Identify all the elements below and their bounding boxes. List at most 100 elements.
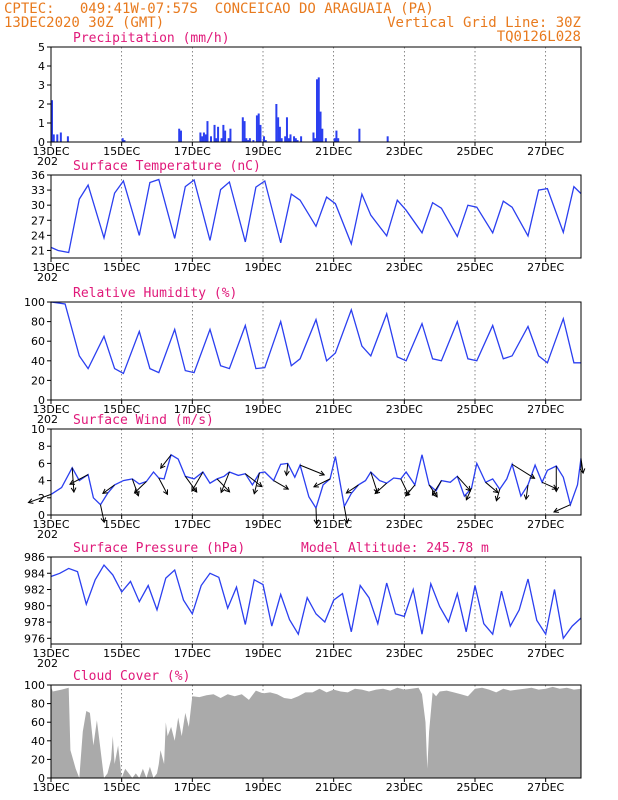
precip-bar [248, 138, 251, 142]
x-tick-label: 21DEC [315, 647, 352, 660]
y-tick-label: 0 [38, 136, 45, 149]
header-model-id: TQ0126L028 [497, 29, 581, 45]
precip-bar [300, 136, 303, 142]
precip-bar [241, 117, 244, 142]
wind-vector [69, 474, 89, 485]
precip-bar [202, 132, 205, 142]
y-tick-label: 27 [31, 214, 45, 227]
y-tick-label: 80 [31, 316, 45, 329]
wind-vector-head [284, 470, 290, 477]
precip-bar [201, 136, 204, 142]
wind-vector [131, 478, 139, 496]
precip-bar [284, 136, 287, 142]
y-tick-label: 986 [24, 551, 45, 564]
y-tick-label: 24 [31, 229, 45, 242]
y-tick-label: 0 [38, 772, 45, 785]
precip-bar [252, 140, 255, 142]
x-tick-label: 27DEC [527, 403, 564, 416]
x-tick-label: 15DEC [103, 647, 140, 660]
wind-vector [400, 478, 410, 496]
precip-bar [213, 124, 216, 142]
header-grid-note: Vertical Grid Line: 30Z [387, 15, 581, 31]
precip-bar [215, 138, 218, 142]
x-tick-label: 27DEC [527, 261, 564, 274]
wind-vector [253, 472, 260, 494]
y-tick-label: 10 [31, 423, 45, 436]
precip-bar [179, 130, 182, 142]
x-tick-label: 27DEC [527, 647, 564, 660]
wind-vector-head [283, 484, 290, 490]
wind-vector [273, 480, 289, 490]
x-tick-label: 25DEC [456, 145, 493, 158]
precip-bar [199, 132, 202, 142]
wind-vector [313, 478, 331, 488]
y-tick-label: 5 [38, 41, 45, 54]
wind-vector [299, 464, 325, 476]
y-tick-label: 982 [24, 584, 45, 597]
panel-frame [50, 174, 582, 259]
wind-vector-head [160, 463, 166, 470]
wind-vector [525, 484, 529, 500]
wind-vector [160, 454, 172, 469]
wind-vector [245, 473, 263, 488]
wind-vector [432, 480, 442, 496]
precip-bar [229, 128, 232, 142]
y-tick-label: 20 [31, 753, 45, 766]
panel-frame [50, 301, 582, 401]
wind-arrows [27, 454, 586, 526]
panel-title: Surface Wind (m/s) [73, 413, 214, 428]
x-tick-label: 19DEC [244, 518, 281, 531]
wind-vector-head [492, 487, 499, 494]
x-tick-label: 21DEC [315, 403, 352, 416]
wind-vector-head [100, 517, 107, 524]
x-tick-label: 15DEC [103, 518, 140, 531]
wind-vector-head [404, 491, 411, 497]
wind-vector [285, 463, 289, 476]
panels: 0 1 2 3 4 5 13DEC 15DEC 17DEC 19DEC 21DEC 23DEC 25DE… [24, 31, 586, 794]
y-tick-label: 60 [31, 335, 45, 348]
y-tick-label: 3 [38, 79, 45, 92]
precip-bar [335, 130, 338, 142]
pressure-series-line [50, 564, 582, 640]
wind-vector-head [27, 498, 34, 504]
precip-bar [319, 111, 322, 142]
wind-vector [315, 508, 318, 525]
y-tick-label: 4 [38, 60, 45, 73]
x-tick-label: 13DEC [32, 518, 69, 531]
panel-wind: 024681013DEC15DEC17DEC19DEC21DEC23DEC25D… [31, 413, 582, 541]
y-tick-label: 6 [38, 457, 45, 470]
x-tick-label: 19DEC [244, 781, 281, 794]
header-date: 13DEC2020 30Z (GMT) [4, 15, 164, 31]
panel-frame [50, 556, 582, 645]
wind-vector-head [70, 487, 77, 494]
precip-bar [204, 134, 207, 142]
x-tick-label: 19DEC [244, 647, 281, 660]
wind-vector [495, 489, 501, 501]
x-tick-label: 15DEC [103, 145, 140, 158]
precip-bar [220, 138, 223, 142]
x-tick-label: 23DEC [386, 261, 423, 274]
precip-bar [278, 126, 281, 142]
x-tick-label: 17DEC [174, 781, 211, 794]
wind-vector [456, 475, 471, 492]
y-tick-label: 60 [31, 716, 45, 729]
y-tick-label: 0 [38, 509, 45, 522]
x-tick-label: 23DEC [386, 781, 423, 794]
wind-vector [346, 484, 359, 494]
x-sub-label: 202 [37, 155, 58, 168]
wind-vector-head [313, 482, 319, 488]
wind-vector [374, 482, 388, 494]
x-tick-label: 15DEC [103, 781, 140, 794]
y-tick-label: 80 [31, 698, 45, 711]
precip-bar [263, 136, 265, 142]
y-tick-label: 33 [31, 184, 45, 197]
wind-vector-head [465, 494, 471, 501]
precip-bar [247, 140, 250, 142]
y-tick-label: 1 [38, 117, 45, 130]
x-sub-label: 202 [37, 657, 58, 670]
temperature-series-line [50, 178, 582, 254]
wind-series-line [50, 453, 582, 510]
y-tick-label: 100 [24, 679, 45, 692]
wind-vector-head [523, 494, 530, 501]
panel-frame [50, 684, 582, 779]
